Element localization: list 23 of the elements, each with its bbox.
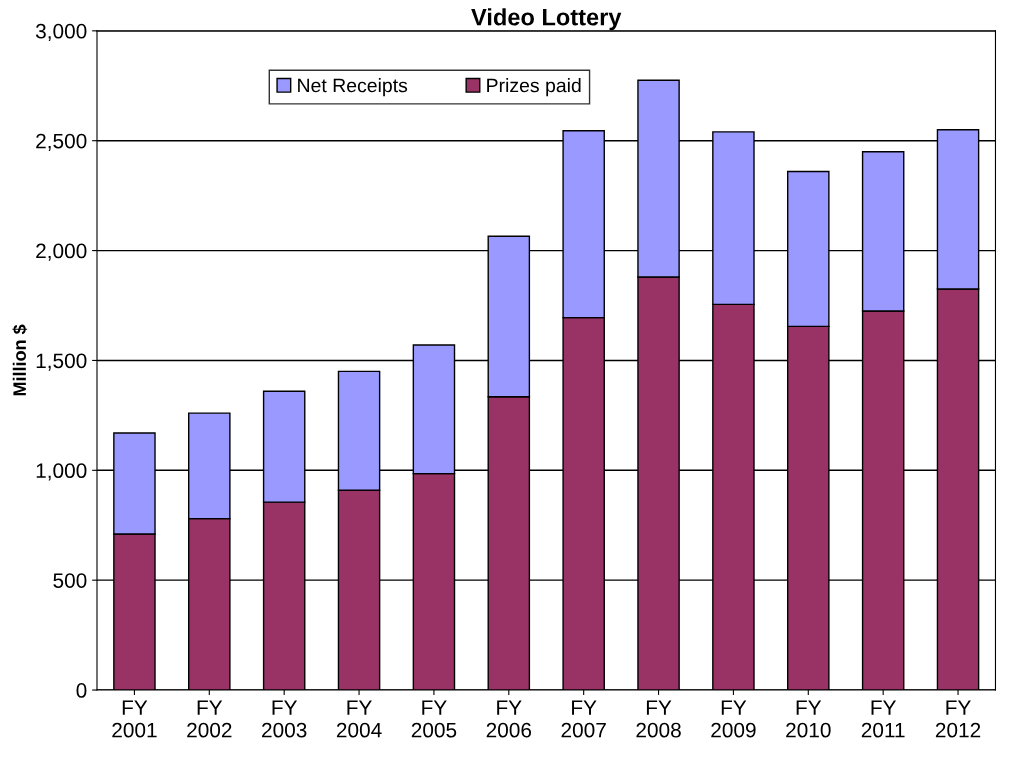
- y-tick-label: 2,500: [36, 133, 87, 151]
- y-tick-label: 1,500: [36, 353, 87, 371]
- x-tick-label: FY 2010: [786, 700, 831, 738]
- x-tick-label: FY 2002: [187, 700, 232, 738]
- y-axis-title: Million $: [12, 324, 28, 396]
- legend-label: Prizes paid: [487, 78, 581, 97]
- y-tick-label: 3,000: [35, 23, 87, 42]
- x-tick-label: FY 2009: [711, 700, 756, 738]
- x-tick-label: FY 2005: [411, 700, 457, 738]
- x-tick-label: FY 2003: [262, 700, 307, 738]
- legend-label: Net Receipts: [298, 78, 408, 97]
- x-tick-label: FY 2006: [486, 700, 532, 738]
- x-tick-label: FY 2004: [336, 700, 382, 738]
- y-tick-label: 1,000: [36, 463, 87, 481]
- x-tick-label: FY 2012: [935, 700, 981, 738]
- y-tick-label: 0: [76, 683, 87, 698]
- chart-title: Video Lottery: [471, 8, 622, 31]
- y-tick-label: 2,000: [36, 243, 87, 261]
- y-tick-label: 500: [53, 573, 87, 588]
- x-tick-label: FY 2011: [861, 700, 905, 738]
- x-tick-label: FY 2008: [636, 700, 681, 738]
- x-tick-label: FY 2007: [561, 700, 606, 738]
- x-tick-label: FY 2001: [112, 700, 157, 738]
